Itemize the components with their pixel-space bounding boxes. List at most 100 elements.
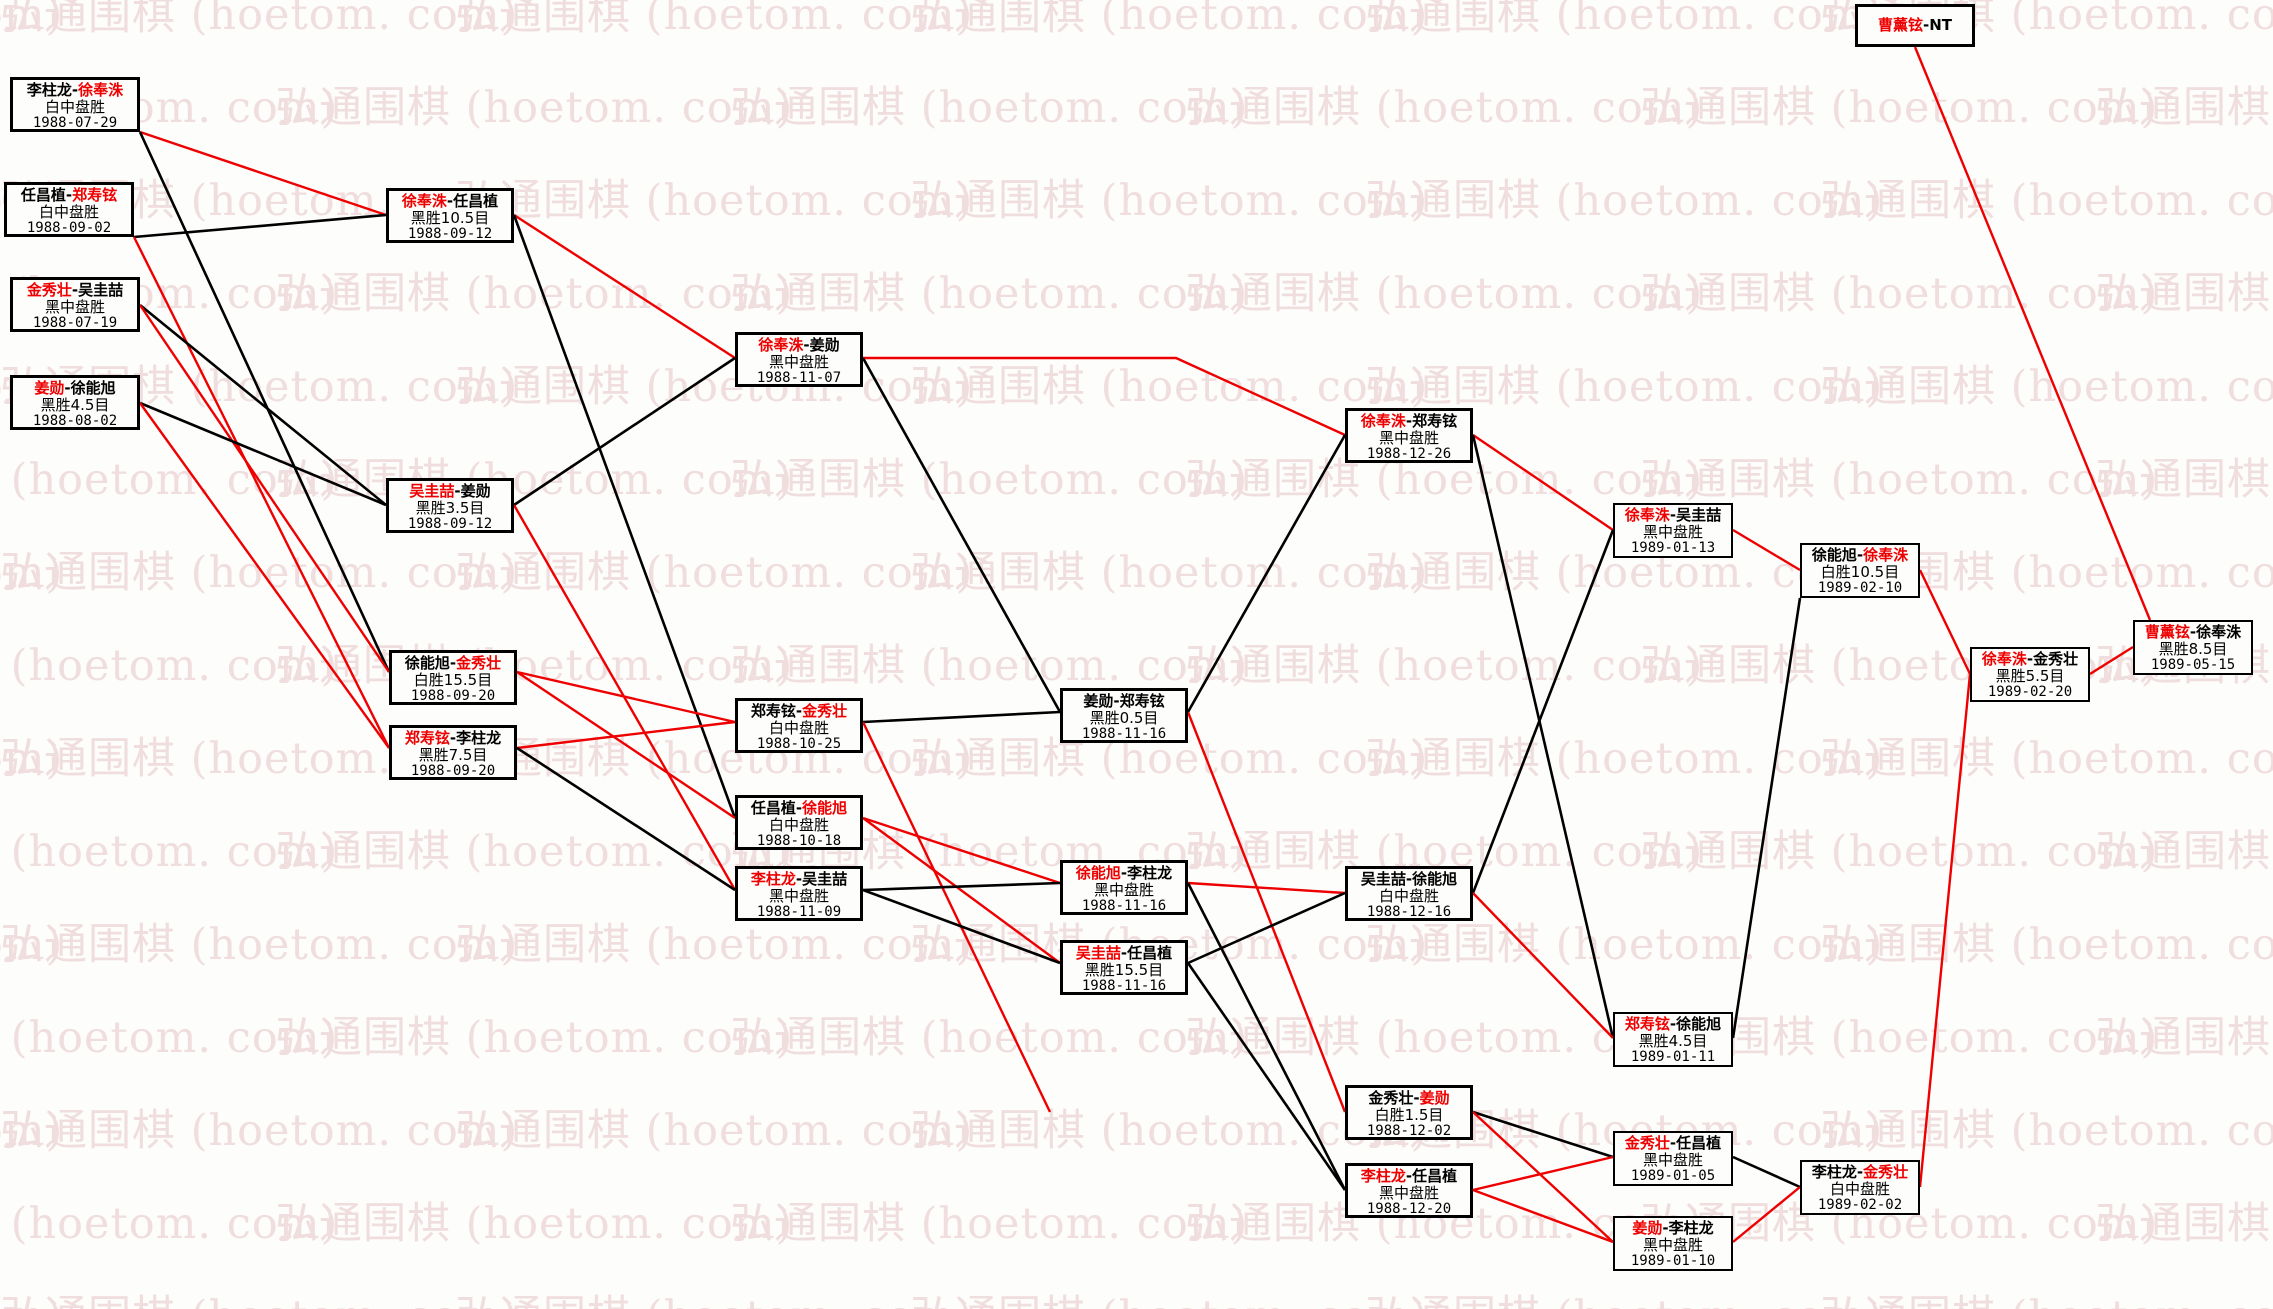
player-a: 曹薰铉 xyxy=(1877,15,1923,34)
match-result: 白中盘胜 xyxy=(38,202,99,221)
match-node[interactable]: 徐奉洙-姜勋 黑中盘胜 1988-11-07 xyxy=(735,332,863,387)
match-node[interactable]: 姜勋-郑寿铉 黑胜0.5目 1988-11-16 xyxy=(1060,688,1188,743)
match-node[interactable]: 李柱龙-徐奉洙 白中盘胜 1988-07-29 xyxy=(10,77,140,132)
match-result: 白胜15.5目 xyxy=(413,670,493,689)
match-node[interactable]: 金秀壮-吴圭喆 黑中盘胜 1988-07-19 xyxy=(10,277,140,332)
bracket-edge xyxy=(1187,891,1346,965)
match-result: 白中盘胜 xyxy=(768,718,829,737)
bracket-edge xyxy=(1186,962,1347,1191)
match-players: 徐能旭-金秀壮 xyxy=(396,655,510,672)
player-separator: - xyxy=(1922,15,1930,34)
match-date: 1989-01-05 xyxy=(1630,1167,1716,1184)
bracket-edge xyxy=(139,303,387,507)
match-date: 1988-12-26 xyxy=(1366,445,1452,462)
bracket-edge xyxy=(862,710,1061,724)
match-node[interactable]: 吴圭喆-任昌植 黑胜15.5目 1988-11-16 xyxy=(1060,940,1188,995)
match-node[interactable]: 郑寿铉-金秀壮 白中盘胜 1988-10-25 xyxy=(735,698,863,753)
player-a: 金秀壮 xyxy=(1368,1089,1414,1107)
player-separator: - xyxy=(449,729,457,747)
player-separator: - xyxy=(1405,1167,1413,1185)
player-a: 吴圭喆 xyxy=(1075,944,1121,962)
match-players: 徐奉洙-吴圭喆 xyxy=(1619,507,1727,524)
match-node[interactable]: 吴圭喆-徐能旭 白中盘胜 1988-12-16 xyxy=(1345,866,1473,921)
match-node[interactable]: 任昌植-徐能旭 白中盘胜 1988-10-18 xyxy=(735,795,863,850)
bracket-edge xyxy=(1732,1155,1801,1189)
match-node[interactable]: 金秀壮-任昌植 黑中盘胜 1989-01-05 xyxy=(1613,1131,1733,1186)
match-node[interactable]: 姜勋-徐能旭 黑胜4.5目 1988-08-02 xyxy=(10,375,140,430)
match-node[interactable]: 李柱龙-吴圭喆 黑中盘胜 1988-11-09 xyxy=(735,866,863,921)
match-result: 黑胜4.5目 xyxy=(40,395,110,414)
bracket-edge xyxy=(139,304,390,673)
match-date: 1988-09-20 xyxy=(410,687,496,704)
player-separator: - xyxy=(454,482,461,500)
match-date: 1989-01-10 xyxy=(1630,1252,1716,1269)
bracket-edge xyxy=(1732,1186,1801,1243)
match-node[interactable]: 吴圭喆-姜勋 黑胜3.5目 1988-09-12 xyxy=(386,478,514,533)
match-node[interactable]: 徐奉洙-郑寿铉 黑中盘胜 1988-12-26 xyxy=(1345,408,1473,463)
player-separator: - xyxy=(71,81,79,99)
bracket-edge xyxy=(1187,881,1346,895)
match-players: 徐能旭-李柱龙 xyxy=(1067,865,1181,882)
player-b: 郑寿铉 xyxy=(1119,692,1165,710)
match-date: 1988-07-29 xyxy=(32,114,118,131)
bracket-edge xyxy=(1186,882,1347,1191)
match-node[interactable]: 徐奉洙-吴圭喆 黑中盘胜 1989-01-13 xyxy=(1613,503,1733,558)
match-result: 黑胜8.5目 xyxy=(2158,639,2228,658)
player-a: 徐奉洙 xyxy=(1981,650,2027,668)
match-players: 徐能旭-徐奉洙 xyxy=(1806,547,1914,564)
match-node[interactable]: 郑寿铉-李柱龙 黑胜7.5目 1988-09-20 xyxy=(389,725,517,780)
match-node[interactable]: 金秀壮-姜勋 白胜1.5目 1988-12-02 xyxy=(1345,1085,1473,1140)
player-separator: - xyxy=(64,379,71,397)
match-node[interactable]: 李柱龙-任昌植 黑中盘胜 1988-12-20 xyxy=(1345,1163,1473,1218)
match-result: 白中盘胜 xyxy=(1829,1179,1890,1198)
player-b: 徐能旭 xyxy=(70,379,116,397)
match-result: 黑中盘胜 xyxy=(768,886,829,905)
bracket-edge xyxy=(1472,892,1614,1039)
player-b: 李柱龙 xyxy=(456,729,502,747)
match-date: 1988-11-16 xyxy=(1081,725,1167,742)
player-separator: - xyxy=(65,186,73,204)
player-separator: - xyxy=(803,336,810,354)
match-node[interactable]: 徐奉洙-金秀壮 黑胜5.5目 1989-02-20 xyxy=(1970,647,2090,702)
match-date: 1989-01-13 xyxy=(1630,539,1716,556)
match-result: 黑中盘胜 xyxy=(1642,1150,1703,1169)
player-separator: - xyxy=(1120,944,1128,962)
player-a: 任昌植 xyxy=(20,186,66,204)
match-players: 吴圭喆-任昌植 xyxy=(1067,945,1181,962)
match-players: 任昌植-徐能旭 xyxy=(742,800,856,817)
match-node[interactable]: 曹薰铉-NT xyxy=(1855,4,1975,47)
player-b: NT xyxy=(1929,15,1953,34)
match-result: 黑胜3.5目 xyxy=(415,498,485,517)
player-a: 郑寿铉 xyxy=(750,702,796,720)
player-separator: - xyxy=(71,281,79,299)
match-node[interactable]: 李柱龙-金秀壮 白中盘胜 1989-02-02 xyxy=(1800,1160,1920,1215)
bracket-edge xyxy=(1471,529,1615,894)
match-result: 黑中盘胜 xyxy=(1378,428,1439,447)
player-separator: - xyxy=(1856,1163,1864,1181)
player-separator: - xyxy=(1113,692,1120,710)
match-node[interactable]: 徐奉洙-任昌植 黑胜10.5目 1988-09-12 xyxy=(386,188,514,243)
match-node[interactable]: 徐能旭-徐奉洙 白胜10.5目 1989-02-10 xyxy=(1800,543,1920,598)
player-a: 李柱龙 xyxy=(1360,1167,1406,1185)
match-node[interactable]: 徐能旭-李柱龙 黑中盘胜 1988-11-16 xyxy=(1060,860,1188,915)
match-node[interactable]: 曹薰铉-徐奉洙 黑胜8.5目 1989-05-15 xyxy=(2133,620,2253,675)
bracket-edge xyxy=(132,236,391,749)
match-node[interactable]: 任昌植-郑寿铉 白中盘胜 1988-09-02 xyxy=(4,182,134,237)
match-node[interactable]: 徐能旭-金秀壮 白胜15.5目 1988-09-20 xyxy=(389,650,517,705)
player-separator: - xyxy=(2189,623,2197,641)
player-a: 郑寿铉 xyxy=(1624,1015,1670,1033)
player-a: 金秀壮 xyxy=(26,281,72,299)
bracket-edge xyxy=(861,357,1062,713)
match-date: 1988-12-20 xyxy=(1366,1200,1452,1217)
bracket-edge xyxy=(133,213,387,239)
match-node[interactable]: 郑寿铉-徐能旭 黑胜4.5目 1989-01-11 xyxy=(1613,1012,1733,1067)
match-players: 金秀壮-吴圭喆 xyxy=(17,282,133,299)
player-a: 徐能旭 xyxy=(1811,546,1857,564)
player-b: 郑寿铉 xyxy=(72,186,118,204)
match-node[interactable]: 姜勋-李柱龙 黑中盘胜 1989-01-10 xyxy=(1613,1216,1733,1271)
player-b: 金秀壮 xyxy=(456,654,502,672)
player-separator: - xyxy=(1669,1015,1677,1033)
match-result: 黑胜4.5目 xyxy=(1638,1031,1708,1050)
bracket-edge xyxy=(862,817,1061,964)
player-b: 任昌植 xyxy=(1412,1167,1458,1185)
